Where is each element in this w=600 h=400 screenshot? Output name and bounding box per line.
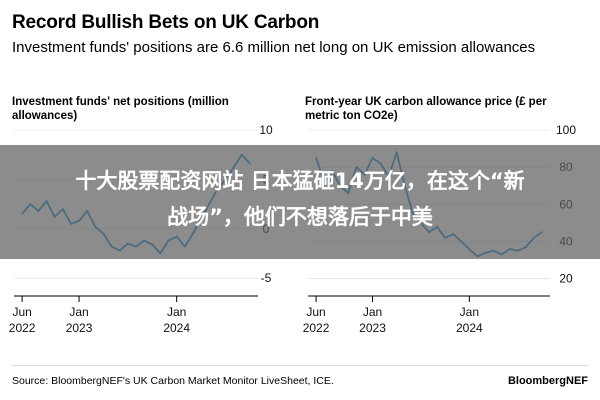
x-tick-year-label: 2023: [359, 321, 386, 335]
x-tick-month-label: Jan: [363, 305, 382, 319]
footer-divider: [12, 365, 588, 366]
y-tick-label: -5: [261, 271, 272, 285]
chart-subtitle: Investment funds' positions are 6.6 mill…: [12, 39, 536, 56]
brand-logo: BloombergNEF: [507, 375, 588, 387]
x-tick-year-label: 2022: [9, 321, 36, 335]
x-tick-month-label: Jan: [167, 305, 186, 319]
source-note: Source: BloombergNEF's UK Carbon Market …: [12, 375, 334, 387]
y-tick-label: 20: [559, 272, 573, 286]
overlay-caption: 十大股票配资网站 日本猛砸14万亿，在这个“新 战场”，他们不想落后于中美: [0, 163, 600, 235]
x-tick-year-label: 2022: [303, 321, 330, 335]
x-tick-month-label: Jan: [460, 305, 479, 319]
x-tick-month-label: Jun: [306, 305, 325, 319]
x-tick-month-label: Jun: [12, 305, 31, 319]
y-tick-label: 100: [556, 123, 576, 137]
overlay-line-1: 十大股票配资网站 日本猛砸14万亿，在这个“新: [75, 169, 525, 193]
x-tick-year-label: 2024: [163, 321, 190, 335]
x-tick-year-label: 2023: [66, 321, 93, 335]
overlay-line-2: 战场”，他们不想落后于中美: [167, 205, 433, 229]
overlay-banner: [0, 145, 600, 259]
chart-title: Record Bullish Bets on UK Carbon: [12, 12, 320, 33]
right-panel-title: Front-year UK carbon allowance price (£ …: [305, 96, 547, 122]
left-panel-title: Investment funds' net positions (million…: [12, 96, 229, 122]
x-tick-year-label: 2024: [456, 321, 483, 335]
y-tick-label: 10: [259, 123, 273, 137]
x-tick-month-label: Jan: [69, 305, 88, 319]
